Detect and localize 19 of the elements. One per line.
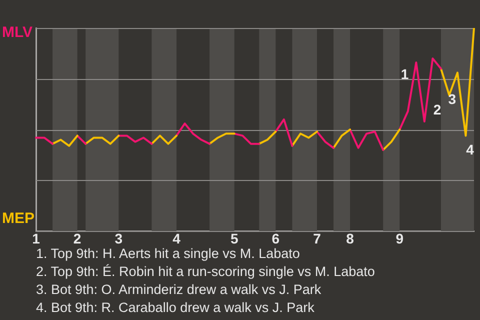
x-tick-label: 8 — [346, 230, 354, 246]
x-tick-label: 3 — [114, 230, 123, 246]
text: 4. Bot 9th: R. Caraballo drew a walk vs J. Park — [36, 299, 316, 317]
text: 2. Top 9th: É. Robin hit a run-scoring single vs M. Labato — [36, 263, 375, 281]
text: MLV — [2, 24, 33, 41]
annotation: 4 — [466, 142, 474, 158]
x-tick-label: 4 — [172, 230, 181, 246]
x-tick-label: 1 — [32, 230, 40, 246]
text: 3. Bot 9th: O. Arminderiz drew a walk vs J. Park — [36, 281, 322, 299]
x-tick-label: 5 — [230, 230, 238, 246]
x-tick-label: 6 — [272, 230, 280, 246]
text: 1. Top 9th: H. Aerts hit a single vs M. Labato — [36, 245, 301, 263]
x-tick-label: 7 — [313, 230, 322, 246]
text: MEP — [2, 210, 35, 227]
annotation: 3 — [448, 91, 456, 108]
x-tick-label: 2 — [73, 230, 82, 246]
annotation: 2 — [433, 101, 442, 118]
annotation: 1 — [400, 66, 409, 82]
x-tick-label: 9 — [396, 230, 404, 246]
